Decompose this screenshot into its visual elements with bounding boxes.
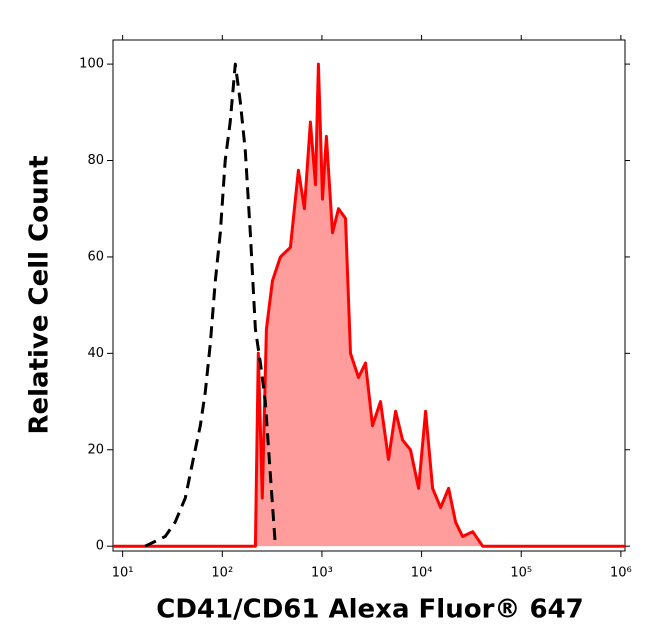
histogram-line (113, 62, 625, 548)
histogram-area (113, 64, 625, 547)
y-tick-label: 100 (79, 57, 104, 72)
y-axis-title: Relative Cell Count (25, 155, 55, 434)
y-tick-label: 80 (87, 153, 104, 168)
x-tick-label: 10⁵ (510, 566, 532, 581)
histogram-line (144, 62, 277, 548)
y-tick-label: 40 (87, 346, 104, 361)
plot-frame (112, 39, 626, 552)
y-tick-label: 0 (96, 539, 104, 554)
x-tick-label: 10³ (311, 566, 333, 581)
x-tick-label: 10¹ (112, 566, 134, 581)
y-tick-label: 20 (87, 442, 104, 457)
y-tick-label: 60 (87, 249, 104, 264)
x-tick-label: 10⁶ (610, 566, 632, 581)
x-tick-label: 10² (211, 566, 233, 581)
x-axis-title: CD41/CD61 Alexa Fluor® 647 (156, 595, 583, 625)
x-tick-label: 10⁴ (411, 566, 433, 581)
